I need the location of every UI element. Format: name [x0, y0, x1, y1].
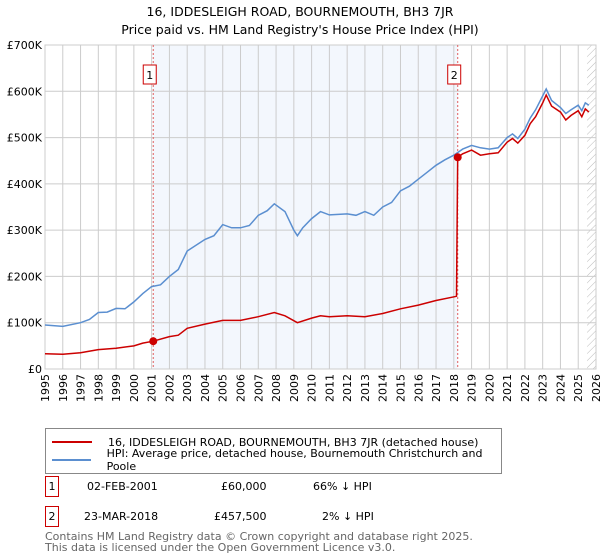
x-tick-label: 2002	[163, 374, 176, 402]
sale-label: 1	[146, 69, 153, 82]
x-tick-label: 2025	[572, 374, 585, 402]
legend-swatch-hpi	[52, 459, 91, 461]
chart-subtitle: Price paid vs. HM Land Registry's House …	[121, 22, 479, 37]
sale-point	[453, 153, 462, 162]
footer-copyright: Contains HM Land Registry data © Crown c…	[45, 530, 473, 543]
x-tick-label: 2010	[306, 374, 319, 402]
transaction-date: 02-FEB-2001	[87, 480, 158, 493]
chart-title: 16, IDDESLEIGH ROAD, BOURNEMOUTH, BH3 7J…	[146, 4, 454, 19]
x-tick-label: 2017	[430, 374, 443, 402]
y-tick-label: £100K	[7, 317, 43, 330]
x-tick-label: 2001	[146, 374, 159, 402]
transaction-row: 1 02-FEB-2001 £60,000 66% ↓ HPI	[45, 476, 445, 498]
x-tick-label: 2026	[590, 374, 600, 402]
transaction-row: 2 23-MAR-2018 £457,500 2% ↓ HPI	[45, 506, 445, 528]
x-tick-label: 2016	[412, 374, 425, 402]
x-tick-label: 2024	[554, 374, 567, 402]
x-tick-label: 2012	[341, 374, 354, 402]
x-tick-label: 2007	[252, 374, 265, 402]
footer-licence: This data is licensed under the Open Gov…	[45, 541, 396, 554]
sale-label-box	[142, 64, 157, 85]
y-tick-label: £300K	[7, 224, 43, 237]
y-tick-label: £0	[28, 363, 42, 376]
transaction-badge: 1	[45, 476, 59, 497]
footer: Contains HM Land Registry data © Crown c…	[45, 531, 473, 553]
x-tick-label: 1997	[75, 374, 88, 402]
x-tick-label: 2006	[235, 374, 248, 402]
x-tick-label: 2021	[501, 374, 514, 402]
transaction-hpi: 66% ↓ HPI	[313, 480, 372, 493]
property-price-line	[44, 93, 590, 355]
transaction-date: 23-MAR-2018	[84, 510, 159, 523]
x-tick-label: 2014	[377, 374, 390, 402]
y-tick-label: £600K	[7, 85, 43, 98]
transaction-badge: 2	[45, 506, 59, 527]
x-tick-label: 1996	[57, 374, 70, 402]
x-tick-label: 2005	[217, 374, 230, 402]
x-tick-label: 2009	[288, 374, 301, 402]
sale-period-shading	[153, 45, 458, 369]
x-tick-label: 2003	[181, 374, 194, 402]
x-tick-label: 2013	[359, 374, 372, 402]
plot-frame	[44, 44, 597, 370]
x-tick-label: 2020	[483, 374, 496, 402]
y-tick-label: £400K	[7, 178, 43, 191]
x-tick-label: 1995	[39, 374, 52, 402]
y-tick-label: £700K	[7, 39, 43, 52]
x-tick-label: 2023	[537, 374, 550, 402]
x-tick-label: 1998	[92, 374, 105, 402]
legend-label-hpi: HPI: Average price, detached house, Bour…	[106, 447, 483, 473]
sale-label-box	[447, 64, 462, 85]
x-tick-label: 2000	[128, 374, 141, 402]
x-tick-label: 2015	[394, 374, 407, 402]
legend-swatch-property	[52, 441, 92, 443]
price-chart: 1995 1996 1997 1998 1999 2000 2001 2002 2003 2004…	[7, 39, 600, 402]
sale-label: 2	[451, 69, 458, 82]
legend: 16, IDDESLEIGH ROAD, BOURNEMOUTH, BH3 7J…	[45, 428, 502, 474]
x-tick-label: 2022	[519, 374, 532, 402]
x-tick-label: 2018	[448, 374, 461, 402]
y-tick-label: £500K	[7, 132, 43, 145]
hpi-line	[44, 87, 590, 328]
sale-point	[149, 337, 158, 346]
transaction-price: £60,000	[221, 480, 267, 493]
x-tick-label: 2011	[323, 374, 336, 402]
x-tick-label: 1999	[110, 374, 123, 402]
y-tick-label: £200K	[7, 270, 43, 283]
x-tick-label: 2019	[466, 374, 479, 402]
forecast-hatch	[587, 45, 596, 369]
x-tick-label: 2004	[199, 374, 212, 402]
x-tick-label: 2008	[270, 374, 283, 402]
transaction-hpi: 2% ↓ HPI	[322, 510, 374, 523]
legend-label-property: 16, IDDESLEIGH ROAD, BOURNEMOUTH, BH3 7J…	[108, 435, 479, 449]
transaction-price: £457,500	[214, 510, 267, 523]
